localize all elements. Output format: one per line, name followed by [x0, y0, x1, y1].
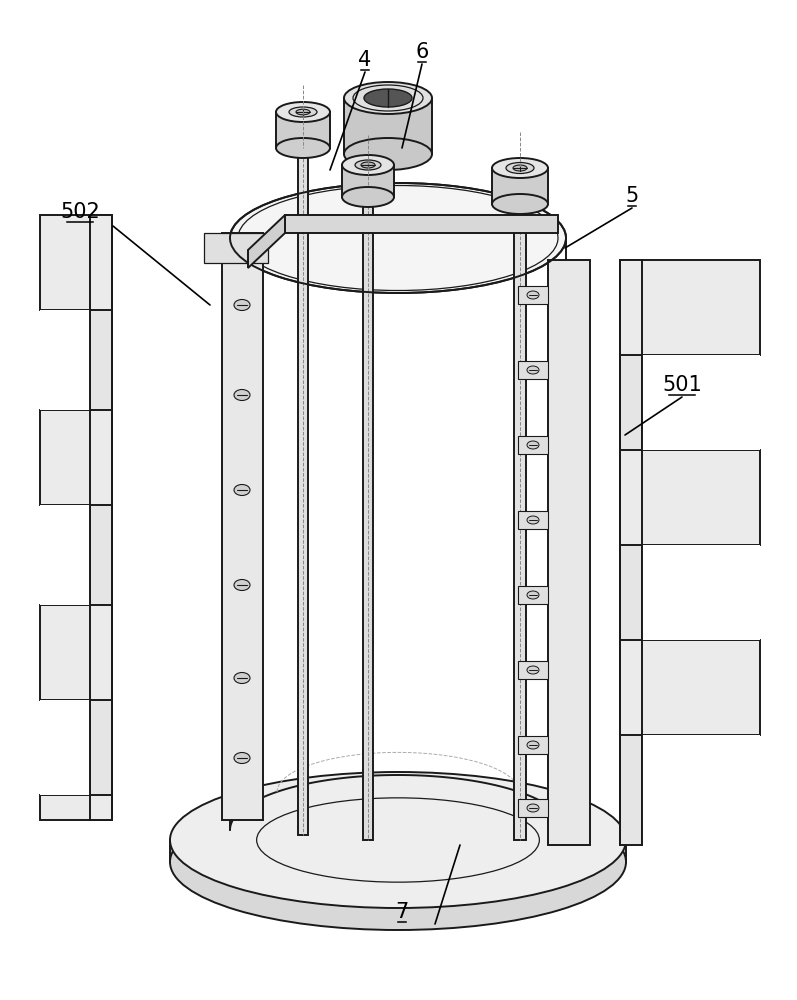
Polygon shape [90, 215, 112, 820]
Polygon shape [620, 640, 760, 735]
Ellipse shape [492, 194, 548, 214]
Text: 5: 5 [626, 186, 638, 206]
Ellipse shape [527, 741, 539, 749]
Ellipse shape [234, 672, 250, 684]
Ellipse shape [276, 102, 330, 122]
Polygon shape [518, 361, 548, 379]
Ellipse shape [342, 155, 394, 175]
Polygon shape [642, 355, 760, 450]
Polygon shape [363, 185, 373, 840]
Ellipse shape [170, 772, 626, 908]
Ellipse shape [344, 82, 432, 114]
Ellipse shape [527, 666, 539, 674]
Text: 7: 7 [395, 902, 409, 922]
Polygon shape [514, 200, 526, 840]
Ellipse shape [361, 162, 375, 168]
Polygon shape [620, 260, 760, 355]
Polygon shape [170, 840, 626, 862]
Polygon shape [518, 286, 548, 304]
Ellipse shape [342, 187, 394, 207]
Polygon shape [518, 586, 548, 604]
Polygon shape [248, 215, 285, 268]
Text: 6: 6 [415, 42, 429, 62]
Polygon shape [620, 450, 760, 545]
Ellipse shape [527, 291, 539, 299]
Polygon shape [285, 215, 558, 233]
Polygon shape [40, 215, 112, 310]
Text: 502: 502 [60, 202, 100, 222]
Polygon shape [40, 605, 112, 700]
Ellipse shape [170, 794, 626, 930]
Ellipse shape [234, 752, 250, 764]
Ellipse shape [513, 165, 527, 171]
Polygon shape [40, 410, 112, 505]
Ellipse shape [234, 389, 250, 400]
Polygon shape [518, 736, 548, 754]
Polygon shape [342, 165, 394, 197]
Polygon shape [40, 310, 90, 410]
Polygon shape [518, 436, 548, 454]
Polygon shape [344, 98, 432, 154]
Ellipse shape [230, 183, 566, 293]
Text: 4: 4 [359, 50, 371, 70]
Polygon shape [40, 795, 112, 820]
Ellipse shape [506, 162, 534, 174]
Polygon shape [276, 112, 330, 148]
Ellipse shape [234, 300, 250, 310]
Ellipse shape [234, 485, 250, 495]
Ellipse shape [289, 107, 317, 117]
Polygon shape [40, 700, 90, 795]
Ellipse shape [527, 516, 539, 524]
Ellipse shape [296, 109, 310, 115]
Ellipse shape [355, 160, 381, 170]
Ellipse shape [364, 89, 412, 107]
Polygon shape [548, 260, 590, 845]
Ellipse shape [527, 441, 539, 449]
Polygon shape [518, 511, 548, 529]
Polygon shape [204, 233, 268, 263]
Ellipse shape [234, 580, 250, 590]
Polygon shape [518, 799, 548, 817]
Text: 501: 501 [662, 375, 702, 395]
Polygon shape [642, 545, 760, 640]
Ellipse shape [492, 158, 548, 178]
Ellipse shape [344, 138, 432, 170]
Polygon shape [518, 661, 548, 679]
Polygon shape [642, 735, 760, 845]
Polygon shape [620, 260, 642, 845]
Polygon shape [298, 148, 308, 835]
Polygon shape [222, 233, 263, 820]
Ellipse shape [527, 591, 539, 599]
Polygon shape [40, 505, 90, 605]
Ellipse shape [527, 804, 539, 812]
Polygon shape [492, 168, 548, 204]
Ellipse shape [276, 138, 330, 158]
Ellipse shape [527, 366, 539, 374]
